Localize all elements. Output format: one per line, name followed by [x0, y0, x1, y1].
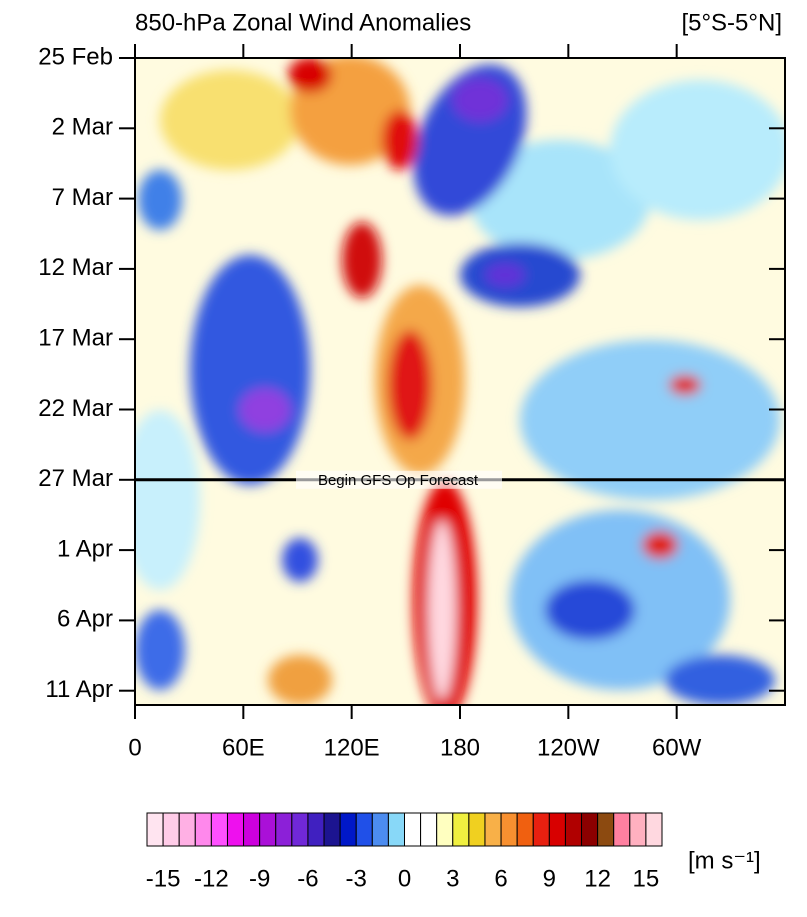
colorbar-box [404, 812, 422, 847]
y-tick-label: 6 Apr [57, 606, 113, 633]
colorbar-box [532, 812, 550, 847]
colorbar-box [548, 812, 566, 847]
colorbar-tick-label: 0 [398, 865, 411, 892]
colorbar-box [291, 812, 309, 847]
colorbar-box [339, 812, 357, 847]
colorbar-tick-label: -3 [346, 865, 367, 892]
colorbar-box [645, 812, 663, 847]
x-tick-label: 60W [652, 734, 702, 761]
y-tick-label: 11 Apr [45, 676, 113, 703]
colorbar-box [355, 812, 373, 847]
y-tick-label: 17 Mar [38, 325, 113, 352]
chart-title: 850-hPa Zonal Wind Anomalies [135, 9, 471, 36]
colorbar-tick-label: -9 [249, 865, 270, 892]
colorbar-box [371, 812, 389, 847]
colorbar-box [581, 812, 599, 847]
x-tick-label: 180 [440, 734, 480, 761]
region-label: [5°S-5°N] [681, 9, 782, 36]
colorbar-tick-label: -15 [146, 865, 181, 892]
colorbar-box [178, 812, 196, 847]
colorbar-box [259, 812, 277, 847]
y-tick-label: 12 Mar [38, 254, 113, 281]
colorbar-box [162, 812, 180, 847]
colorbar-tick-label: 12 [584, 865, 611, 892]
colorbar-tick-label: 6 [494, 865, 507, 892]
colorbar-units: [m s⁻¹] [688, 847, 761, 874]
colorbar-box [243, 812, 261, 847]
colorbar-box [307, 812, 325, 847]
colorbar-tick-label: -6 [297, 865, 318, 892]
colorbar-box [629, 812, 647, 847]
colorbar-box [194, 812, 212, 847]
y-tick-label: 7 Mar [52, 184, 113, 211]
colorbar-tick-label: 15 [633, 865, 660, 892]
colorbar-box [436, 812, 454, 847]
colorbar-box [275, 812, 293, 847]
y-tick-label: 1 Apr [57, 535, 113, 562]
colorbar-tick-label: -12 [194, 865, 229, 892]
y-tick-label: 22 Mar [38, 395, 113, 422]
colorbar-tick-label: 3 [446, 865, 459, 892]
y-tick-label: 25 Feb [38, 43, 113, 70]
colorbar-box [323, 812, 341, 847]
y-tick-label: 27 Mar [38, 465, 113, 492]
anomaly-blobs [135, 58, 785, 705]
field [135, 58, 785, 705]
annotation-bg [296, 470, 502, 489]
colorbar-box [468, 812, 486, 847]
x-tick-label: 120E [324, 734, 380, 761]
colorbar-box [597, 812, 615, 847]
colorbar-box [500, 812, 518, 847]
colorbar-box [516, 812, 534, 847]
y-tick-label: 2 Mar [52, 114, 113, 141]
forecast-annotation: Begin GFS Op Forecast [318, 472, 479, 489]
colorbar-box [484, 812, 502, 847]
colorbar-box [146, 812, 164, 847]
x-tick-label: 120W [537, 734, 600, 761]
x-tick-label: 0 [128, 734, 141, 761]
colorbar-box [420, 812, 438, 847]
colorbar-box [452, 812, 470, 847]
colorbar-box [613, 812, 631, 847]
colorbar-box [564, 812, 583, 847]
colorbar-box [387, 812, 405, 847]
colorbar-tick-label: 9 [543, 865, 556, 892]
colorbar-box [210, 812, 228, 847]
colorbar-box [226, 812, 245, 847]
x-tick-label: 60E [222, 734, 265, 761]
